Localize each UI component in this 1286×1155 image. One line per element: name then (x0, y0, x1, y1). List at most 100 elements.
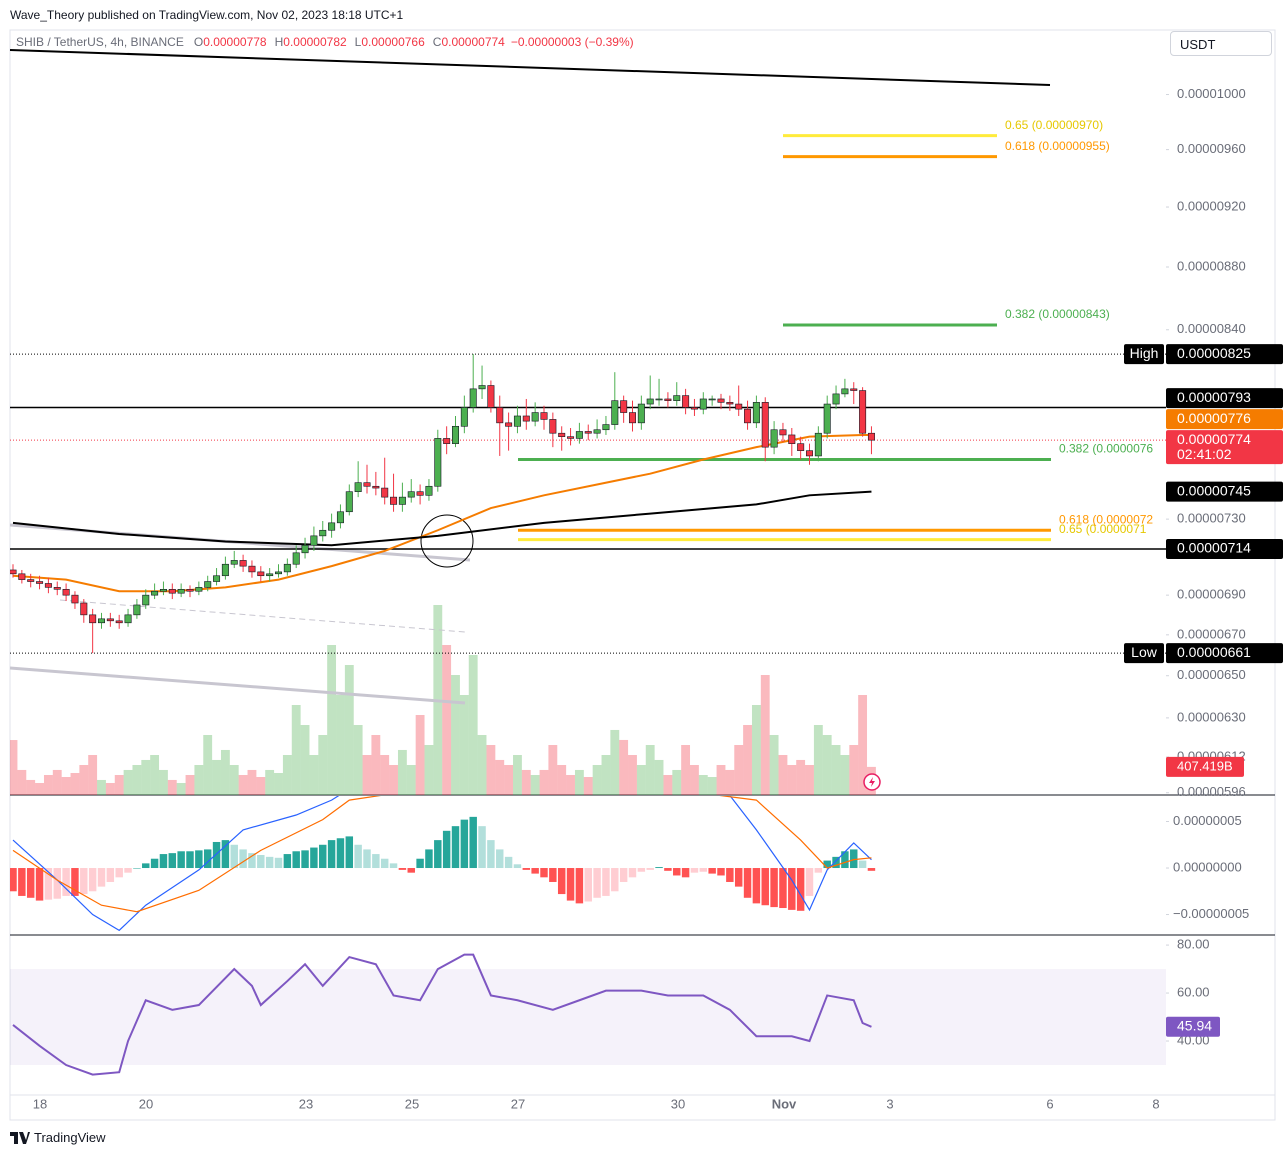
candle-body (416, 491, 424, 496)
candle-body (274, 571, 282, 575)
macd-histogram-bar (203, 849, 212, 869)
candle-body (690, 407, 698, 410)
volume-bar (344, 665, 354, 795)
price-layer (10, 134, 1166, 654)
y-tick-label: 0.00000005 (1173, 813, 1242, 828)
volume-bar (10, 740, 18, 795)
candle-body (354, 482, 362, 492)
axes: 0.00001000 0.00000960 0.00000920 0.00000880… (33, 86, 1283, 1111)
x-tick-label: 6 (1046, 1096, 1053, 1111)
volume-bar (592, 765, 602, 795)
symbol-title: SHIB / TetherUS, 4h, BINANCE (16, 35, 184, 49)
volume-bar (459, 695, 469, 795)
macd-histogram-bar (743, 868, 752, 898)
candle-body (310, 535, 318, 546)
candle-body (115, 620, 123, 624)
candle-body (89, 614, 97, 624)
candle-body (575, 431, 583, 439)
macd-histogram-bar (619, 868, 628, 882)
volume-badge (1166, 756, 1244, 777)
volume-bar (309, 755, 319, 795)
volume-bar (274, 773, 283, 795)
candle-body (80, 602, 88, 616)
candle-body (10, 569, 17, 575)
volume-bar (628, 755, 637, 795)
candle-body (522, 415, 530, 422)
volume-bar (760, 675, 770, 795)
volume-bar (566, 775, 575, 795)
macd-histogram-bar (319, 844, 327, 869)
volume-bar (132, 765, 142, 795)
candle-body (513, 415, 521, 427)
candle-body (637, 403, 645, 424)
candle-body (673, 395, 681, 401)
candle-body (71, 594, 79, 604)
macd-histogram-bar (115, 868, 123, 878)
macd-histogram-bar (487, 840, 495, 869)
brand-name: TradingView (34, 1130, 106, 1145)
volume-bar (167, 779, 177, 795)
candle-body (328, 522, 336, 531)
y-tick-label: 60.00 (1177, 984, 1210, 999)
volume-bar (380, 755, 390, 795)
y-tick-label: 0.00000630 (1177, 709, 1246, 724)
macd-histogram-bar (274, 857, 283, 869)
macd-histogram-bar (230, 844, 238, 869)
candle-body (319, 529, 327, 537)
macd-histogram-bar (681, 868, 690, 878)
candle-body (611, 400, 619, 425)
price-badge (1166, 388, 1283, 409)
candle-body (363, 482, 371, 487)
macd-histogram-bar (239, 849, 247, 869)
macd-histogram-bar (549, 868, 557, 882)
volume-bar (583, 777, 593, 795)
candle-body (832, 393, 840, 405)
volume-bar (451, 675, 460, 795)
ohlc-key: O (193, 35, 204, 49)
candle-body (381, 487, 389, 498)
volume-bar (672, 769, 682, 795)
ohlc-key: C (432, 35, 442, 49)
y-tick-label: −0.00000005 (1173, 906, 1249, 921)
volume-bar (477, 735, 487, 795)
candle-body (159, 588, 167, 592)
candle-body (257, 571, 265, 577)
macd-histogram-bar (150, 858, 159, 869)
macd-histogram-bar (35, 868, 44, 901)
macd-histogram-bar (788, 868, 796, 910)
currency-button[interactable]: USDT (1170, 31, 1272, 56)
macd-histogram-bar (699, 868, 708, 872)
tag-label: High (1130, 345, 1159, 361)
ohlc-value: 0.00000782 (283, 35, 347, 49)
volume-bar (203, 735, 213, 795)
volume-bar (159, 769, 168, 795)
macd-histogram-bar (389, 863, 398, 869)
macd-histogram-bar (513, 864, 522, 869)
macd-histogram-bar (540, 868, 548, 878)
y-tick-label: 0.00000960 (1177, 141, 1246, 156)
volume-bar (336, 695, 345, 795)
macd-histogram-bar (372, 854, 380, 869)
volume-bar (247, 769, 257, 795)
volume-bar (256, 777, 266, 795)
candle-body (283, 563, 291, 573)
volume-bar (123, 769, 133, 795)
volume-bar (371, 735, 381, 795)
alert-icon[interactable] (863, 773, 881, 791)
macd-histogram-bar (416, 858, 424, 869)
candle-body (177, 588, 185, 594)
tag-badge (1124, 344, 1164, 365)
macd-histogram-bar (575, 868, 584, 904)
volume-bar (521, 769, 531, 795)
macd-histogram-bar (53, 868, 61, 899)
candle-body (230, 560, 238, 565)
macd-layer (10, 796, 876, 932)
y-tick-label: 80.00 (1177, 937, 1210, 952)
candle-body (584, 431, 592, 434)
macd-histogram-bar (434, 840, 442, 869)
candle-body (770, 429, 778, 448)
macd-histogram-bar (814, 868, 823, 873)
volume-bar (636, 765, 646, 795)
candle-body (646, 398, 654, 405)
